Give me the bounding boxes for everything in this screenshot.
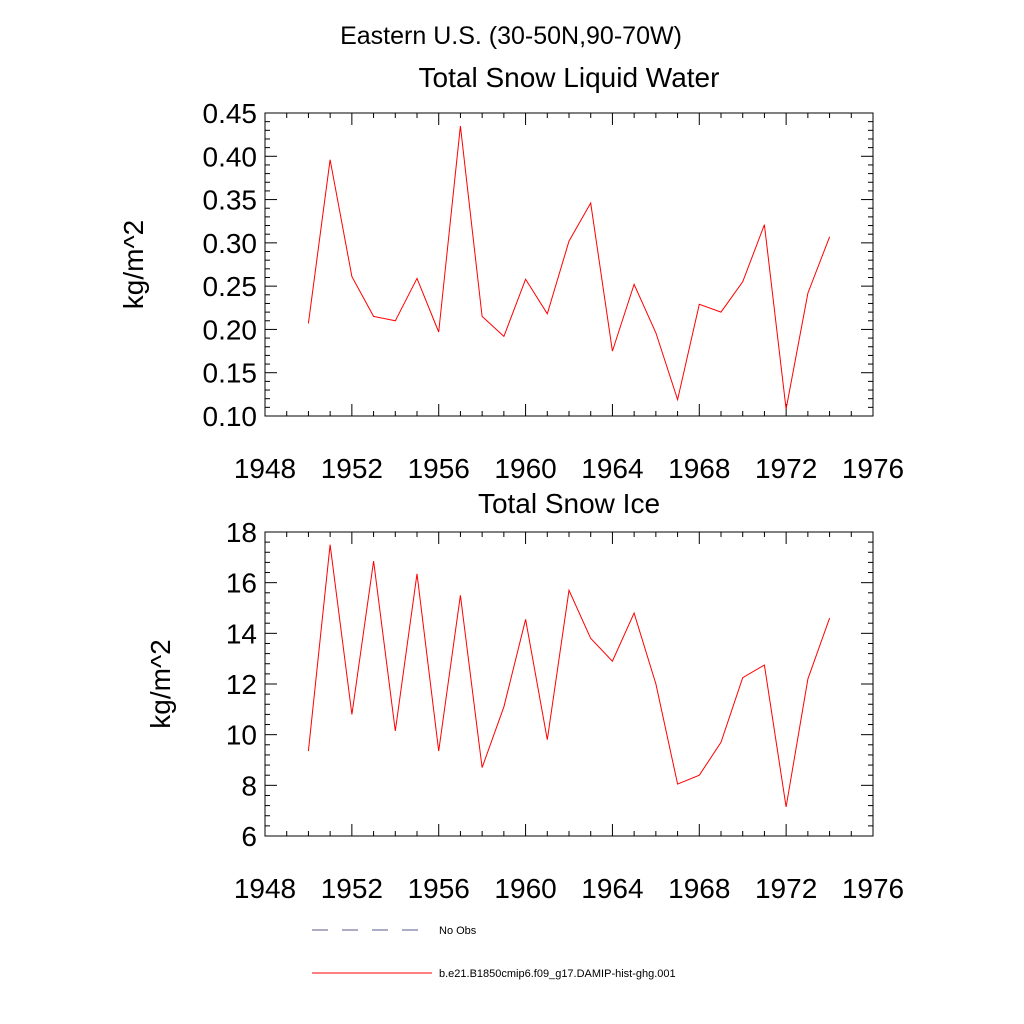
data-point <box>481 315 484 318</box>
data-point <box>459 594 462 597</box>
y-tick-label: 0.45 <box>203 98 258 129</box>
x-tick-label: 1948 <box>234 453 296 484</box>
chart-title: Total Snow Liquid Water <box>419 62 720 93</box>
x-tick-label: 1952 <box>321 453 383 484</box>
y-tick-label: 14 <box>226 618 257 649</box>
data-point <box>785 805 788 808</box>
data-point <box>611 660 614 663</box>
data-point <box>394 319 397 322</box>
x-tick-label: 1960 <box>494 873 556 904</box>
data-point <box>350 713 353 716</box>
x-tick-label: 1960 <box>494 453 556 484</box>
data-point <box>763 223 766 226</box>
data-point <box>633 612 636 615</box>
x-tick-label: 1964 <box>581 873 643 904</box>
x-tick-label: 1976 <box>842 873 904 904</box>
data-point <box>611 350 614 353</box>
y-tick-label: 6 <box>241 821 257 852</box>
y-tick-label: 0.15 <box>203 358 258 389</box>
data-point <box>720 311 723 314</box>
y-tick-label: 8 <box>241 770 257 801</box>
chart-title: Total Snow Ice <box>478 488 660 519</box>
data-point <box>654 683 657 686</box>
data-point <box>654 331 657 334</box>
series-line <box>307 544 831 807</box>
x-tick-label: 1952 <box>321 873 383 904</box>
data-point <box>524 278 527 281</box>
x-tick-label: 1976 <box>842 453 904 484</box>
data-point <box>741 676 744 679</box>
y-tick-label: 0.35 <box>203 185 258 216</box>
data-point <box>394 729 397 732</box>
data-point <box>589 637 592 640</box>
x-tick-label: 1968 <box>668 873 730 904</box>
x-tick-label: 1968 <box>668 453 730 484</box>
data-point <box>828 235 831 238</box>
x-tick-label: 1956 <box>408 873 470 904</box>
legend-label-no-obs: No Obs <box>439 925 477 937</box>
data-point <box>741 280 744 283</box>
data-point <box>502 705 505 708</box>
data-point <box>698 303 701 306</box>
data-point <box>502 335 505 338</box>
data-point <box>806 677 809 680</box>
y-tick-label: 0.20 <box>203 314 258 345</box>
data-point <box>416 572 419 575</box>
data-point <box>720 741 723 744</box>
data-point <box>350 275 353 278</box>
data-point <box>372 315 375 318</box>
y-tick-label: 0.30 <box>203 228 258 259</box>
data-point <box>763 664 766 667</box>
y-tick-label: 16 <box>226 568 257 599</box>
data-point <box>437 750 440 753</box>
y-tick-label: 18 <box>226 517 257 548</box>
data-point <box>372 560 375 563</box>
data-point <box>785 408 788 411</box>
panel-snow-ice: Total Snow Ice kg/m^2 1948 1952 1956 1960 1964… <box>145 488 904 904</box>
y-tick-label: 0.10 <box>203 401 258 432</box>
x-tick-label: 1948 <box>234 873 296 904</box>
x-tick-label: 1972 <box>755 873 817 904</box>
data-point <box>329 543 332 546</box>
data-point <box>828 617 831 620</box>
series-line <box>307 125 831 410</box>
data-point <box>568 240 571 243</box>
data-point <box>698 774 701 777</box>
x-tick-label: 1972 <box>755 453 817 484</box>
x-tick-label: 1964 <box>581 453 643 484</box>
data-point <box>437 331 440 334</box>
data-point <box>481 766 484 769</box>
data-point <box>676 398 679 401</box>
y-axis-label: kg/m^2 <box>118 220 149 309</box>
data-point <box>546 738 549 741</box>
data-point <box>568 589 571 592</box>
data-point <box>589 202 592 205</box>
data-point <box>633 283 636 286</box>
data-point <box>307 322 310 325</box>
data-point <box>459 124 462 127</box>
data-point <box>329 158 332 161</box>
figure-suptitle: Eastern U.S. (30-50N,90-70W) <box>340 22 682 50</box>
y-tick-label: 0.25 <box>203 271 258 302</box>
data-point <box>546 312 549 315</box>
data-point <box>307 750 310 753</box>
y-tick-label: 10 <box>226 720 257 751</box>
data-point <box>806 292 809 295</box>
data-point <box>524 618 527 621</box>
data-point <box>676 783 679 786</box>
y-tick-label: 12 <box>226 669 257 700</box>
y-axis-label: kg/m^2 <box>145 639 176 728</box>
y-tick-label: 0.40 <box>203 141 258 172</box>
legend-label-model: b.e21.B1850cmip6.f09_g17.DAMIP-hist-ghg.… <box>439 968 676 980</box>
legend: No Obs b.e21.B1850cmip6.f09_g17.DAMIP-hi… <box>312 925 676 980</box>
data-point <box>416 277 419 280</box>
panel-snow-liquid-water: Total Snow Liquid Water kg/m^2 1948 1952 195… <box>118 62 904 484</box>
x-tick-label: 1956 <box>408 453 470 484</box>
